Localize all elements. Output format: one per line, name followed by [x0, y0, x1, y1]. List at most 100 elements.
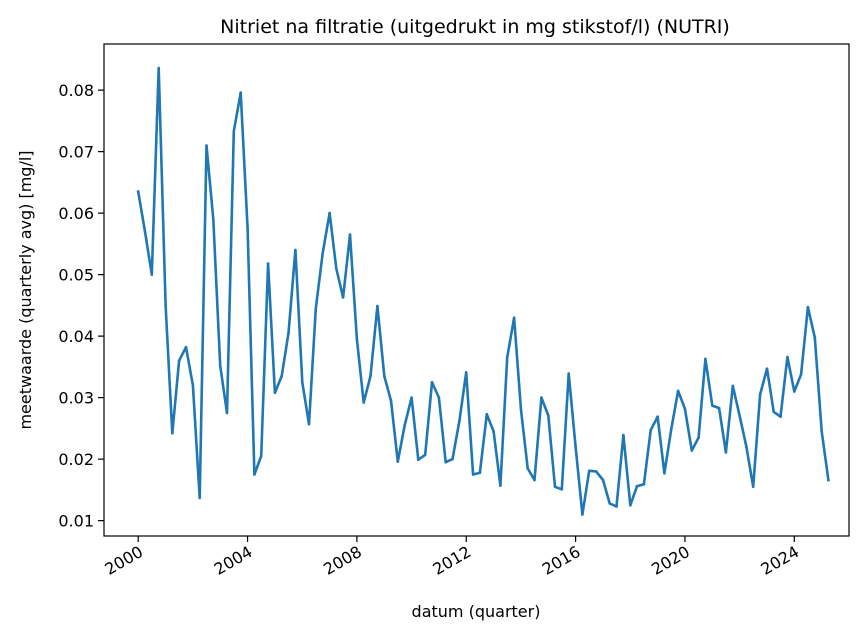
data-point — [512, 316, 516, 320]
data-point — [635, 484, 639, 488]
y-tick-label: 0.06 — [58, 204, 94, 223]
data-point — [649, 428, 652, 432]
data-point — [526, 467, 529, 470]
data-point — [827, 478, 830, 482]
data-point — [820, 430, 823, 433]
data-point — [150, 273, 154, 276]
data-point — [171, 432, 174, 435]
data-point — [198, 496, 201, 500]
data-point — [177, 359, 181, 363]
data-point — [389, 399, 393, 403]
data-point — [341, 296, 345, 299]
data-point — [259, 454, 263, 458]
data-point — [458, 419, 461, 423]
data-point — [601, 478, 605, 482]
data-point — [622, 433, 625, 437]
data-point — [430, 381, 434, 384]
data-point — [519, 408, 523, 412]
data-point — [218, 364, 222, 367]
data-point — [629, 504, 632, 507]
data-point — [335, 267, 338, 270]
data-point — [547, 414, 550, 417]
data-point — [669, 428, 673, 431]
data-point — [799, 373, 803, 376]
data-point — [608, 502, 611, 505]
data-point — [533, 478, 536, 482]
x-tick-label: 2008 — [320, 542, 365, 579]
data-point — [369, 374, 372, 378]
data-point — [376, 304, 379, 308]
data-point — [772, 410, 775, 414]
data-point — [615, 505, 618, 508]
series-layer — [136, 66, 830, 516]
data-point — [280, 374, 284, 378]
data-point — [553, 485, 557, 489]
x-tick-label: 2012 — [429, 542, 474, 579]
data-point — [765, 367, 769, 371]
data-point — [451, 457, 454, 461]
data-point — [191, 384, 195, 387]
data-point — [793, 390, 796, 393]
data-point — [499, 484, 502, 487]
y-tick-label: 0.02 — [58, 450, 94, 469]
y-tick-label: 0.03 — [58, 389, 94, 408]
x-tick-label: 2024 — [758, 542, 803, 579]
data-point — [711, 404, 714, 407]
data-point — [683, 407, 687, 411]
x-tick-label: 2016 — [539, 542, 584, 579]
y-axis-ticks: 0.01 0.02 0.03 0.04 0.05 0.06 0.07 0.08 — [58, 81, 104, 531]
data-point — [690, 449, 694, 452]
data-point — [485, 412, 489, 416]
data-point — [212, 218, 215, 221]
data-point — [642, 483, 646, 486]
data-point — [294, 248, 297, 252]
data-point — [738, 414, 741, 418]
data-point — [246, 227, 249, 230]
data-point — [314, 307, 318, 310]
data-point — [328, 211, 331, 215]
data-point — [410, 396, 413, 399]
data-point — [731, 384, 735, 388]
data-point — [396, 460, 400, 463]
data-point — [464, 371, 468, 374]
data-point — [676, 389, 680, 393]
data-point — [581, 513, 584, 516]
data-point — [806, 305, 810, 309]
data-point — [540, 396, 543, 399]
data-point — [751, 485, 755, 489]
chart-title: Nitriet na filtratie (uitgedrukt in mg s… — [220, 16, 730, 38]
data-point — [471, 473, 475, 476]
data-point — [786, 355, 789, 359]
x-axis-ticks: 2000 2004 2008 2012 2016 2020 2024 — [101, 536, 802, 579]
plot-frame — [103, 43, 850, 537]
data-point — [492, 430, 495, 433]
data-point — [253, 473, 256, 476]
data-point — [362, 401, 366, 404]
data-point — [239, 91, 242, 94]
y-tick-label: 0.05 — [58, 266, 94, 285]
x-axis-label: datum (quarter) — [412, 602, 541, 621]
y-tick-label: 0.08 — [58, 81, 94, 100]
data-point — [273, 391, 277, 395]
data-point — [567, 372, 570, 375]
data-point — [758, 393, 762, 396]
data-point — [287, 331, 290, 335]
data-point — [232, 130, 236, 133]
data-point — [478, 471, 482, 475]
data-point — [205, 144, 208, 147]
data-point — [321, 251, 325, 255]
data-point — [348, 233, 352, 236]
data-point — [560, 488, 564, 491]
data-point — [587, 469, 591, 473]
data-point — [813, 336, 817, 339]
data-point — [779, 415, 782, 419]
x-tick-label: 2000 — [101, 542, 146, 579]
data-point — [574, 445, 577, 449]
data-point — [656, 415, 659, 419]
data-point — [157, 66, 160, 70]
data-point — [355, 337, 359, 341]
data-point — [444, 460, 448, 464]
data-point — [505, 356, 509, 359]
y-tick-label: 0.01 — [58, 512, 94, 531]
